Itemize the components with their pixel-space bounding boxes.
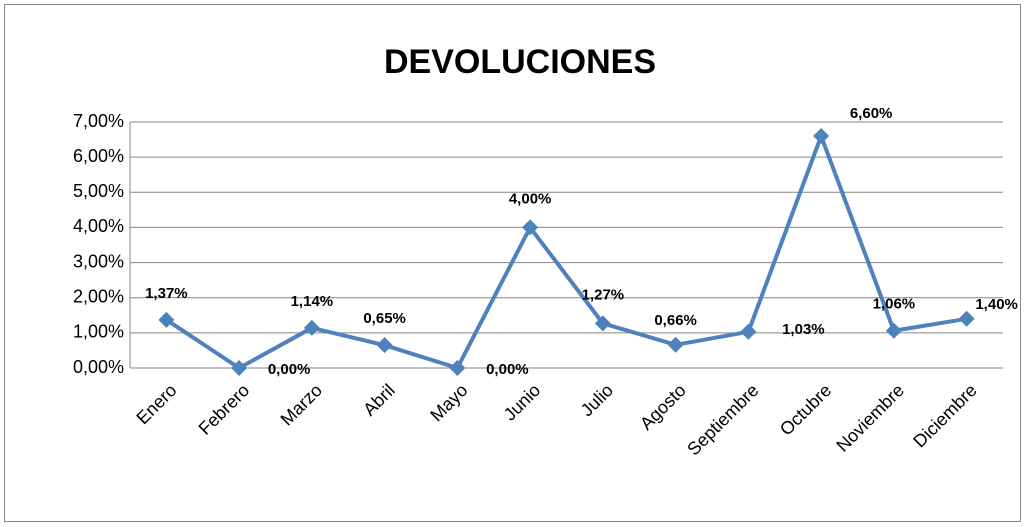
data-label: 1,40%: [975, 296, 1018, 313]
data-marker: [740, 323, 757, 340]
data-marker: [958, 310, 975, 327]
y-tick-label: 7,00%: [73, 111, 124, 131]
y-tick-label: 0,00%: [73, 357, 124, 377]
y-tick-label: 5,00%: [73, 181, 124, 201]
data-label: 0,00%: [268, 361, 311, 378]
y-tick-label: 2,00%: [73, 286, 124, 306]
data-label: 4,00%: [509, 190, 552, 207]
data-label: 0,65%: [363, 310, 406, 327]
data-label: 0,66%: [654, 312, 697, 329]
data-label: 1,06%: [873, 296, 916, 313]
data-label: 0,00%: [486, 361, 529, 378]
data-label: 1,14%: [291, 293, 334, 310]
data-marker: [303, 319, 320, 336]
data-marker: [813, 128, 830, 145]
y-tick-label: 4,00%: [73, 216, 124, 236]
data-line: [165, 134, 967, 370]
data-marker: [449, 360, 466, 376]
data-marker: [522, 219, 539, 236]
y-tick-label: 3,00%: [73, 251, 124, 271]
data-label: 6,60%: [850, 105, 893, 122]
data-marker: [667, 336, 684, 353]
data-marker: [885, 322, 902, 339]
data-label: 1,27%: [582, 286, 625, 303]
data-marker: [158, 311, 175, 328]
data-marker: [376, 337, 393, 354]
data-marker: [594, 315, 611, 332]
y-tick-label: 1,00%: [73, 322, 124, 342]
data-marker: [231, 360, 248, 376]
chart-title: DEVOLUCIONES: [384, 43, 656, 81]
data-label: 1,37%: [145, 285, 188, 302]
data-label: 1,03%: [782, 321, 825, 338]
y-tick-label: 6,00%: [73, 146, 124, 166]
